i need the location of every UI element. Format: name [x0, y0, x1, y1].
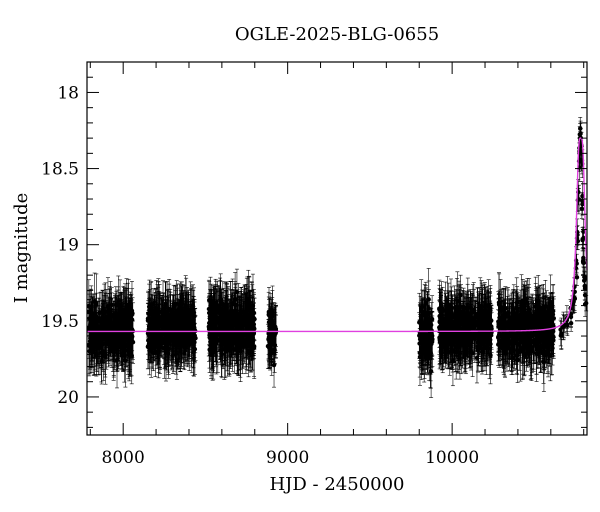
data-point: [128, 297, 134, 357]
data-point: [112, 295, 118, 336]
x-tick-label: 9000: [266, 448, 309, 468]
x-tick-label: 10000: [425, 448, 479, 468]
data-point: [130, 297, 135, 330]
data-point: [114, 332, 120, 389]
chart-title: OGLE-2025-BLG-0655: [235, 24, 439, 45]
data-point: [121, 337, 126, 371]
axis-ticks: 8000 9000 10000 18 18.5 19 19.5 20: [41, 61, 587, 468]
y-axis-label: I magnitude: [11, 193, 32, 304]
data-point: [94, 314, 100, 367]
data-point: [101, 300, 106, 336]
y-tick-label: 18: [57, 83, 79, 103]
data-point: [108, 297, 113, 352]
x-axis-label: HJD - 2450000: [269, 474, 404, 495]
x-tick-label: 8000: [102, 448, 145, 468]
y-tick-label: 19.5: [41, 312, 79, 332]
data-point: [126, 294, 132, 343]
data-point: [104, 306, 109, 370]
data-point: [117, 279, 123, 333]
data-points-layer: [86, 117, 589, 398]
y-tick-label: 19: [57, 236, 79, 256]
data-point: [98, 291, 104, 348]
data-point: [580, 231, 585, 250]
data-point: [98, 324, 103, 357]
data-point: [574, 268, 580, 286]
plot-frame: [86, 61, 588, 436]
y-tick-label: 20: [57, 388, 79, 408]
data-point: [87, 313, 93, 370]
y-tick-label: 18.5: [41, 160, 79, 180]
